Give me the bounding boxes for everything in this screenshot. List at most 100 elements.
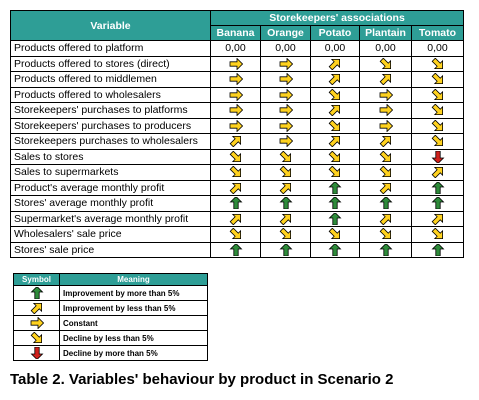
- table-row: Products offered to stores (direct): [10, 55, 464, 72]
- yellow-up-right-arrow-icon: [411, 164, 464, 181]
- green-up-arrow-icon: [411, 195, 464, 212]
- value-cell: 0,00: [310, 40, 360, 57]
- yellow-up-right-arrow-icon: [310, 71, 360, 88]
- yellow-down-right-arrow-icon: [260, 226, 311, 243]
- yellow-right-arrow-icon: [260, 133, 311, 150]
- yellow-up-right-arrow-icon: [310, 102, 360, 119]
- associations-header: Storekeepers' associations: [210, 10, 464, 26]
- yellow-down-right-arrow-icon: [411, 102, 464, 119]
- green-up-arrow-icon: [411, 241, 464, 258]
- variable-label: Products offered to middlemen: [10, 71, 211, 88]
- variable-label: Wholesalers' sale price: [10, 226, 211, 243]
- table-row: Sales to supermarkets: [10, 164, 464, 181]
- variable-label: Sales to stores: [10, 148, 211, 165]
- yellow-down-right-arrow-icon: [359, 148, 412, 165]
- legend-row: Improvement by less than 5%: [13, 300, 208, 316]
- legend-table: Symbol Meaning Improvement by more than …: [13, 273, 208, 361]
- yellow-right-arrow-icon: [359, 86, 412, 103]
- value-cell: 0,00: [411, 40, 464, 57]
- yellow-right-arrow-icon: [260, 117, 311, 134]
- legend-row: Improvement by more than 5%: [13, 285, 208, 301]
- yellow-up-right-arrow-icon: [260, 210, 311, 227]
- table-row: Products offered to middlemen: [10, 71, 464, 88]
- yellow-down-right-arrow-icon: [260, 164, 311, 181]
- table-row: Stores' average monthly profit: [10, 195, 464, 212]
- yellow-right-arrow-icon: [260, 71, 311, 88]
- yellow-down-right-arrow-icon: [210, 226, 261, 243]
- yellow-down-right-arrow-icon: [411, 133, 464, 150]
- legend-meaning: Decline by more than 5%: [59, 345, 208, 361]
- table-row: Storekeepers' purchases to producers: [10, 117, 464, 134]
- product-header-banana: Banana: [210, 25, 261, 41]
- yellow-down-right-arrow-icon: [310, 117, 360, 134]
- variable-label: Stores' average monthly profit: [10, 195, 211, 212]
- yellow-down-right-arrow-icon: [359, 164, 412, 181]
- green-up-arrow-icon: [210, 241, 261, 258]
- yellow-down-right-arrow-icon: [310, 226, 360, 243]
- table-row: Wholesalers' sale price: [10, 226, 464, 243]
- value-cell: 0,00: [260, 40, 311, 57]
- green-up-arrow-icon: [359, 241, 412, 258]
- variable-label: Sales to supermarkets: [10, 164, 211, 181]
- yellow-down-right-arrow-icon: [260, 148, 311, 165]
- green-up-arrow-icon: [359, 195, 412, 212]
- yellow-up-right-arrow-icon: [359, 179, 412, 196]
- legend-meaning: Constant: [59, 315, 208, 331]
- yellow-right-arrow-icon: [359, 102, 412, 119]
- table-row: Product's average monthly profit: [10, 179, 464, 196]
- yellow-down-right-arrow-icon: [210, 164, 261, 181]
- yellow-right-arrow-icon: [210, 86, 261, 103]
- legend-symbol-header: Symbol: [13, 273, 60, 286]
- yellow-down-right-arrow-icon: [411, 55, 464, 72]
- yellow-up-right-arrow-icon: [411, 210, 464, 227]
- legend-meaning: Improvement by less than 5%: [59, 300, 208, 316]
- yellow-down-right-arrow-icon: [210, 148, 261, 165]
- yellow-right-arrow-icon: [210, 117, 261, 134]
- yellow-right-arrow-icon: [260, 55, 311, 72]
- table-row: Products offered to platform 0,00 0,00 0,00…: [10, 40, 464, 57]
- table-row: Sales to stores: [10, 148, 464, 165]
- green-up-arrow-icon: [13, 285, 60, 301]
- yellow-up-right-arrow-icon: [310, 55, 360, 72]
- variable-label: Products offered to wholesalers: [10, 86, 211, 103]
- green-up-arrow-icon: [260, 241, 311, 258]
- yellow-up-right-arrow-icon: [210, 210, 261, 227]
- yellow-right-arrow-icon: [260, 86, 311, 103]
- variable-label: Supermarket's average monthly profit: [10, 210, 211, 227]
- legend-row: Constant: [13, 315, 208, 331]
- product-header-tomato: Tomato: [411, 25, 464, 41]
- yellow-down-right-arrow-icon: [13, 330, 60, 346]
- yellow-right-arrow-icon: [210, 102, 261, 119]
- green-up-arrow-icon: [260, 195, 311, 212]
- product-header-plantain: Plantain: [359, 25, 412, 41]
- yellow-down-right-arrow-icon: [359, 226, 412, 243]
- variable-label: Stores' sale price: [10, 241, 211, 258]
- variable-header: Variable: [10, 10, 211, 41]
- yellow-down-right-arrow-icon: [411, 86, 464, 103]
- yellow-down-right-arrow-icon: [359, 55, 412, 72]
- yellow-up-right-arrow-icon: [210, 133, 261, 150]
- yellow-right-arrow-icon: [210, 55, 261, 72]
- table-row: Stores' sale price: [10, 241, 464, 258]
- table-row: Supermarket's average monthly profit: [10, 210, 464, 227]
- yellow-up-right-arrow-icon: [359, 210, 412, 227]
- product-header-orange: Orange: [260, 25, 311, 41]
- yellow-right-arrow-icon: [260, 102, 311, 119]
- product-header-potato: Potato: [310, 25, 360, 41]
- table-row: Storekeepers' purchases to platforms: [10, 102, 464, 119]
- yellow-up-right-arrow-icon: [310, 133, 360, 150]
- variable-label: Storekeepers' purchases to platforms: [10, 102, 211, 119]
- variables-table: Variable Storekeepers' associations Bana…: [10, 10, 464, 258]
- legend-row: Decline by less than 5%: [13, 330, 208, 346]
- yellow-up-right-arrow-icon: [210, 179, 261, 196]
- variable-label: Product's average monthly profit: [10, 179, 211, 196]
- yellow-up-right-arrow-icon: [359, 71, 412, 88]
- green-up-arrow-icon: [310, 210, 360, 227]
- yellow-down-right-arrow-icon: [411, 71, 464, 88]
- yellow-down-right-arrow-icon: [411, 117, 464, 134]
- green-up-arrow-icon: [310, 241, 360, 258]
- yellow-down-right-arrow-icon: [310, 86, 360, 103]
- green-up-arrow-icon: [310, 195, 360, 212]
- value-cell: 0,00: [359, 40, 412, 57]
- green-up-arrow-icon: [210, 195, 261, 212]
